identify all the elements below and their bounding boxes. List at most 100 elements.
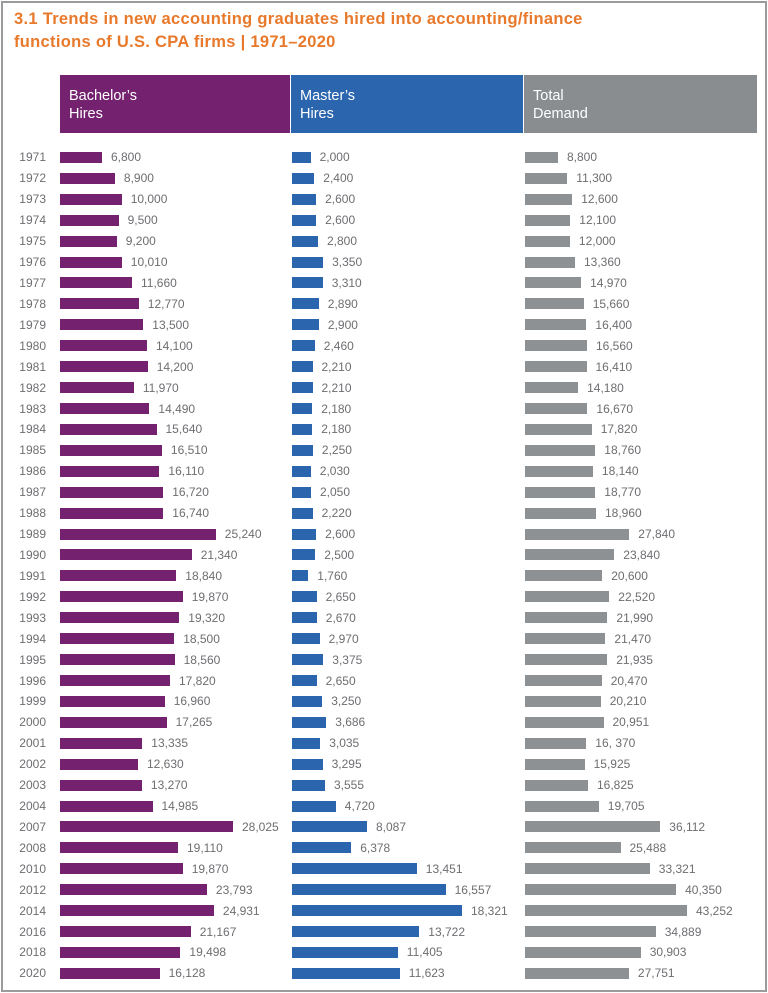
- masters-cell: 13,451: [292, 858, 463, 879]
- chart-row: 1999 16,960 3,250 20,210: [0, 691, 768, 712]
- chart-row: 2000 17,265 3,686 20,951: [0, 712, 768, 733]
- bachelors-value-label: 28,025: [242, 819, 279, 834]
- total-cell: 20,470: [525, 670, 647, 691]
- bachelors-cell: 15,640: [60, 419, 202, 440]
- bachelors-bar: [60, 758, 138, 770]
- masters-value-label: 8,087: [376, 819, 407, 834]
- masters-bar: [292, 214, 317, 226]
- bachelors-cell: 19,110: [60, 837, 223, 858]
- total-value-label: 36,112: [669, 819, 706, 834]
- chart-row: 1995 18,560 3,375 21,935: [0, 649, 768, 670]
- bachelors-value-label: 16,960: [173, 694, 211, 709]
- total-value-label: 20,600: [611, 568, 648, 583]
- masters-value-label: 3,310: [331, 275, 362, 290]
- masters-bar: [292, 193, 317, 205]
- total-cell: 16,400: [525, 314, 632, 335]
- masters-cell: 2,460: [292, 335, 354, 356]
- bachelors-value-label: 6,800: [111, 150, 142, 165]
- bachelors-bar: [60, 277, 132, 289]
- masters-value-label: 3,035: [329, 736, 360, 751]
- total-cell: 33,321: [525, 858, 696, 879]
- masters-value-label: 2,210: [321, 380, 352, 395]
- masters-cell: 2,000: [292, 147, 350, 168]
- chart-row: 2020 16,128 11,623 27,751: [0, 963, 768, 984]
- total-value-label: 14,180: [587, 380, 624, 395]
- total-bar: [525, 361, 587, 373]
- year-label: 2010: [19, 861, 46, 876]
- chart-row: 1979 13,500 2,900 16,400: [0, 314, 768, 335]
- bachelors-bar: [60, 444, 162, 456]
- bachelors-cell: 24,931: [60, 900, 260, 921]
- total-cell: 20,951: [525, 712, 649, 733]
- total-value-label: 16,560: [596, 338, 633, 353]
- masters-value-label: 13,451: [425, 861, 463, 876]
- total-value-label: 14,970: [590, 275, 627, 290]
- bachelors-cell: 14,200: [60, 356, 193, 377]
- masters-value-label: 2,600: [325, 213, 356, 228]
- masters-value-label: 2,670: [325, 610, 356, 625]
- chart-row: 2014 24,931 18,321 43,252: [0, 900, 768, 921]
- total-value-label: 18,760: [604, 443, 641, 458]
- chart-row: 2002 12,630 3,295 15,925: [0, 754, 768, 775]
- bachelors-cell: 11,660: [60, 273, 177, 294]
- masters-cell: 4,720: [292, 796, 375, 817]
- total-bar: [525, 737, 587, 749]
- chart-title-line2: functions of U.S. CPA firms | 1971–2020: [14, 33, 336, 51]
- bachelors-bar: [60, 716, 167, 728]
- masters-cell: 2,220: [292, 503, 352, 524]
- total-bar: [525, 151, 558, 163]
- chart-row: 1978 12,770 2,890 15,660: [0, 293, 768, 314]
- masters-bar: [292, 382, 313, 394]
- chart-row: 1974 9,500 2,600 12,100: [0, 210, 768, 231]
- total-cell: 16,410: [525, 356, 632, 377]
- bachelors-value-label: 16,110: [168, 464, 205, 479]
- total-bar: [525, 716, 604, 728]
- masters-cell: 11,405: [292, 942, 443, 963]
- bachelors-value-label: 17,265: [175, 715, 213, 730]
- masters-bar: [292, 235, 318, 247]
- bachelors-cell: 21,167: [60, 921, 236, 942]
- year-label: 1986: [19, 464, 46, 479]
- bachelors-bar: [60, 486, 164, 498]
- total-value-label: 21,470: [614, 631, 652, 646]
- chart-row: 1992 19,870 2,650 22,520: [0, 586, 768, 607]
- masters-cell: 2,050: [292, 482, 350, 503]
- bachelors-cell: 19,320: [60, 607, 225, 628]
- total-cell: 43,252: [525, 900, 733, 921]
- total-bar: [525, 863, 650, 875]
- masters-value-label: 2,800: [327, 234, 358, 249]
- masters-bar: [292, 737, 321, 749]
- total-value-label: 8,800: [567, 150, 598, 165]
- masters-cell: 2,600: [292, 524, 355, 545]
- bachelors-cell: 12,630: [60, 754, 184, 775]
- total-cell: 16,560: [525, 335, 633, 356]
- bachelors-bar: [60, 423, 157, 435]
- total-bar: [525, 256, 575, 268]
- header-bachelors-hires: Bachelor’s Hires: [60, 75, 290, 133]
- total-cell: 13,360: [525, 252, 621, 273]
- bachelors-bar: [60, 235, 117, 247]
- masters-value-label: 6,378: [360, 840, 391, 855]
- masters-value-label: 2,250: [321, 443, 352, 458]
- bachelors-cell: 8,900: [60, 168, 154, 189]
- masters-cell: 2,500: [292, 545, 354, 566]
- year-label: 2007: [19, 819, 46, 834]
- masters-cell: 3,250: [292, 691, 361, 712]
- header-bachelors-line2: Hires: [69, 106, 103, 122]
- header-total-line1: Total: [533, 88, 564, 104]
- year-label: 1974: [19, 213, 46, 228]
- bachelors-bar: [60, 361, 148, 373]
- masters-value-label: 2,180: [321, 401, 352, 416]
- total-bar: [525, 172, 568, 184]
- total-cell: 12,100: [525, 210, 616, 231]
- total-bar: [525, 214, 571, 226]
- total-bar: [525, 633, 606, 645]
- chart-row: 1990 21,340 2,500 23,840: [0, 545, 768, 566]
- total-bar: [525, 298, 584, 310]
- bachelors-cell: 10,000: [60, 189, 167, 210]
- total-value-label: 33,321: [658, 861, 696, 876]
- total-cell: 25,488: [525, 837, 666, 858]
- bachelors-bar: [60, 737, 143, 749]
- masters-bar: [292, 570, 309, 582]
- chart-row: 1972 8,900 2,400 11,300: [0, 168, 768, 189]
